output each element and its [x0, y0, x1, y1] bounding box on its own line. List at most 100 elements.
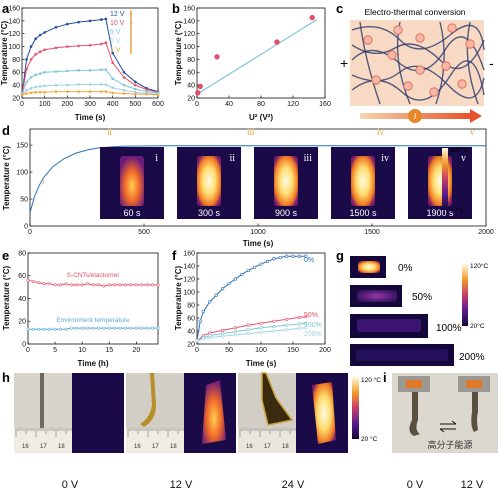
legend-entry: 1 V	[110, 47, 121, 54]
data-point	[88, 43, 92, 47]
strip-200-warm	[356, 349, 448, 361]
ruler-label: 17	[152, 444, 159, 450]
data-point	[104, 17, 108, 21]
electron-dot	[393, 25, 403, 35]
data-point	[118, 326, 122, 330]
electron-dot	[465, 39, 475, 49]
data-point	[37, 327, 41, 331]
y-tick-label: 140	[183, 263, 195, 270]
y-tick-label: 0	[22, 341, 26, 348]
thermal-image-sample	[274, 156, 298, 206]
data-point	[297, 315, 302, 319]
cnt-strand	[351, 39, 485, 70]
data-point	[104, 41, 108, 45]
data-point	[309, 14, 315, 21]
caption-24v: 24 V	[282, 479, 305, 491]
photo-0v-strip	[40, 373, 44, 428]
minus-terminal: -	[489, 55, 494, 71]
data-point	[29, 87, 33, 90]
data-point	[156, 283, 160, 287]
data-point	[20, 93, 24, 97]
series-label: 100%	[304, 322, 322, 329]
data-point	[124, 283, 128, 287]
data-point	[38, 50, 42, 54]
panel-c: Electro-thermal conversion + - I	[340, 7, 494, 123]
x-tick-label: 20	[132, 347, 140, 354]
data-point	[111, 51, 114, 55]
panel-b-frame	[196, 7, 326, 99]
electron-dot	[429, 87, 439, 97]
panel-e-label-sample: S-CNTs/elastomer	[67, 272, 121, 279]
x-tick-label: 0	[195, 347, 199, 354]
data-point	[38, 85, 42, 88]
y-tick-label: 0	[24, 223, 28, 230]
data-point	[34, 73, 37, 77]
series-line	[21, 42, 159, 95]
x-tick-label: 2000	[478, 229, 494, 236]
data-point	[233, 277, 237, 281]
y-tick-label: 40	[18, 296, 26, 303]
data-point	[80, 326, 84, 330]
data-point	[77, 90, 80, 93]
data-point	[29, 91, 33, 95]
data-point	[38, 33, 42, 37]
data-point	[221, 332, 225, 336]
x-tick-label: 100	[39, 101, 51, 108]
panel-g-colorbar-max: 120°C	[470, 262, 488, 270]
ruler-label: 16	[134, 444, 141, 450]
data-point	[88, 69, 92, 72]
data-point	[75, 283, 79, 287]
data-point	[197, 83, 203, 90]
panel-label-c: c	[336, 1, 343, 16]
data-point	[259, 262, 263, 266]
data-point	[53, 283, 57, 287]
data-point	[118, 283, 122, 287]
y-tick-label: 100	[183, 289, 195, 296]
cnt-strand	[351, 36, 485, 72]
panel-h-colorbar	[352, 377, 359, 439]
data-point	[129, 283, 133, 287]
cnt-strand	[466, 21, 479, 105]
x-tick-label: 10	[78, 347, 86, 354]
panel-label-g: g	[336, 248, 344, 263]
legend-entry: 5 V	[110, 29, 121, 36]
data-point	[104, 68, 108, 72]
panel-b-ylabel: Temperature (°C)	[174, 20, 183, 85]
panel-label-d: d	[2, 123, 10, 138]
data-point	[145, 326, 149, 330]
y-tick-label: 160	[183, 5, 195, 12]
panel-label-i: i	[383, 370, 387, 385]
photo-12v-strip	[140, 373, 156, 427]
thermal-image-time: 1900 s	[426, 208, 454, 218]
data-point	[77, 69, 80, 72]
data-point	[29, 58, 33, 61]
y-tick-label: 80	[12, 57, 20, 64]
data-point	[31, 279, 35, 283]
electron-dot	[415, 65, 425, 75]
panel-label-a: a	[2, 1, 10, 16]
plus-terminal: +	[340, 55, 348, 71]
panel-a-xlabel: Time (s)	[75, 113, 106, 122]
thermal-image-roman: i	[155, 153, 158, 164]
caption-12v: 12 V	[170, 479, 193, 491]
panel-g-colorbar	[462, 264, 468, 326]
panel-e-ylabel: Temperature (°C)	[2, 265, 11, 330]
panel-f-ticks: 0 50 100 150 200 20 40 60 80 100 120 140 160	[183, 250, 331, 354]
panel-f: 0 50 100 150 200 20 40 60 80 100 120 140 160 0% 50% 10…	[174, 250, 331, 368]
data-point	[31, 327, 35, 331]
panel-f-ylabel: Temperature (°C)	[174, 265, 183, 330]
data-point	[43, 48, 46, 52]
x-tick-label: 0	[195, 101, 199, 108]
data-point	[221, 334, 225, 338]
ruler-label: 18	[282, 444, 289, 450]
legend-entry: 12 V	[110, 11, 125, 18]
data-point	[91, 326, 95, 330]
data-point	[42, 327, 46, 331]
data-point	[80, 283, 84, 287]
data-point	[43, 90, 46, 94]
data-point	[38, 90, 42, 94]
thermal-image-sample	[120, 156, 144, 206]
thermal-image-time: 1500 s	[349, 208, 377, 218]
data-point	[134, 283, 138, 287]
